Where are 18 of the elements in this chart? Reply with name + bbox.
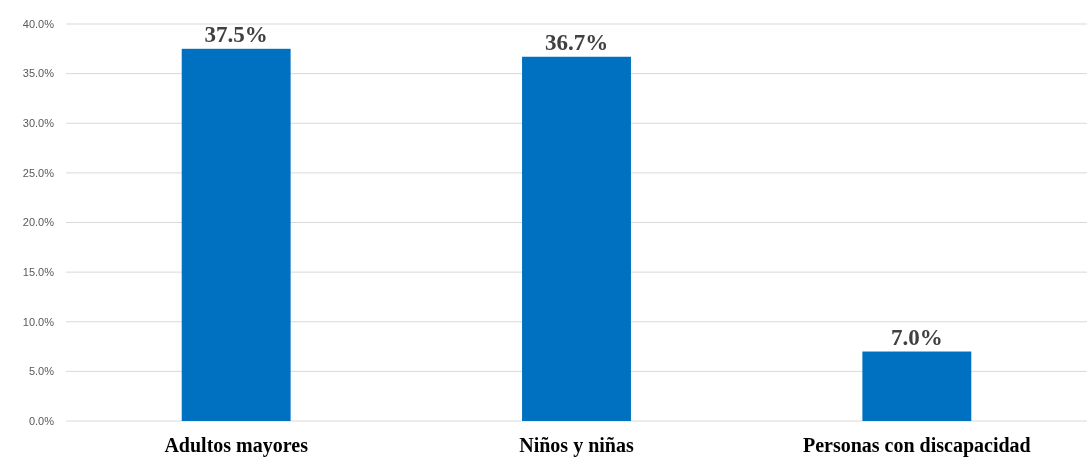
x-tick-label: Personas con discapacidad (802, 434, 1031, 457)
y-tick-label: 40.0% (22, 17, 55, 30)
y-tick-label: 15.0% (22, 265, 55, 278)
y-tick-label: 5.0% (28, 365, 55, 378)
bar (522, 56, 631, 421)
y-tick-label: 10.0% (22, 315, 55, 328)
data-label: 7.0% (890, 324, 943, 350)
x-tick-label: Adultos mayores (164, 434, 309, 457)
data-label: 36.7% (544, 29, 609, 55)
bar (862, 351, 972, 421)
y-tick-label: 0.0% (28, 414, 55, 427)
y-tick-label: 35.0% (22, 67, 55, 80)
y-tick-label: 20.0% (22, 216, 55, 229)
x-tick-label: Niños y niñas (519, 434, 634, 457)
data-label: 37.5% (204, 21, 268, 47)
bar (181, 48, 291, 421)
y-tick-label: 25.0% (22, 166, 55, 179)
y-tick-label: 30.0% (22, 117, 55, 130)
